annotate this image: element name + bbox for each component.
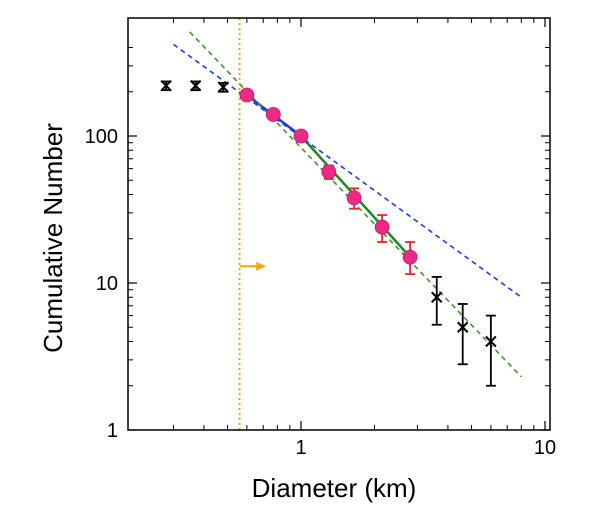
x-tick-label: 10 — [534, 437, 556, 459]
data-point-x — [485, 335, 497, 348]
y-tick-label: 1 — [107, 420, 118, 442]
data-point-circle — [402, 249, 418, 265]
y-tick-label: 100 — [85, 126, 118, 148]
data-point-circle — [346, 190, 362, 206]
x-axis-title: Diameter (km) — [252, 473, 417, 503]
y-axis-title: Cumulative Number — [38, 123, 68, 353]
threshold-arrow-head — [256, 261, 267, 271]
data-point-circle — [321, 164, 337, 180]
data-point-x — [160, 79, 172, 92]
fit-line-dashed — [189, 31, 522, 378]
plot-frame — [127, 17, 551, 431]
data-point-x — [457, 321, 469, 333]
data-point-x — [431, 291, 443, 303]
data-point-circle — [374, 219, 390, 235]
x-tick-label: 1 — [295, 437, 306, 459]
data-point-circle — [239, 87, 255, 103]
data-point-circle — [265, 107, 281, 122]
data-point-x — [189, 79, 202, 92]
y-tick-label: 10 — [96, 273, 118, 295]
data-point-x — [217, 81, 229, 93]
plot-layer: 1 10 1 10 100 — [85, 18, 556, 459]
data-point-circle — [293, 128, 309, 144]
